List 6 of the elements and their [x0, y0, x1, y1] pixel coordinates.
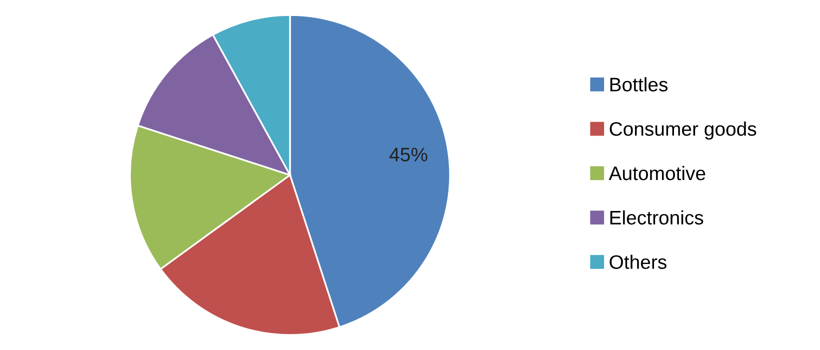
legend-label: Bottles	[610, 77, 668, 92]
legend-label: Electronics	[610, 210, 704, 225]
legend-label: Consumer goods	[610, 122, 756, 140]
legend-label: Automotive	[608, 166, 706, 180]
data-label: 45%	[390, 148, 428, 162]
legend-label: Others	[610, 254, 666, 269]
